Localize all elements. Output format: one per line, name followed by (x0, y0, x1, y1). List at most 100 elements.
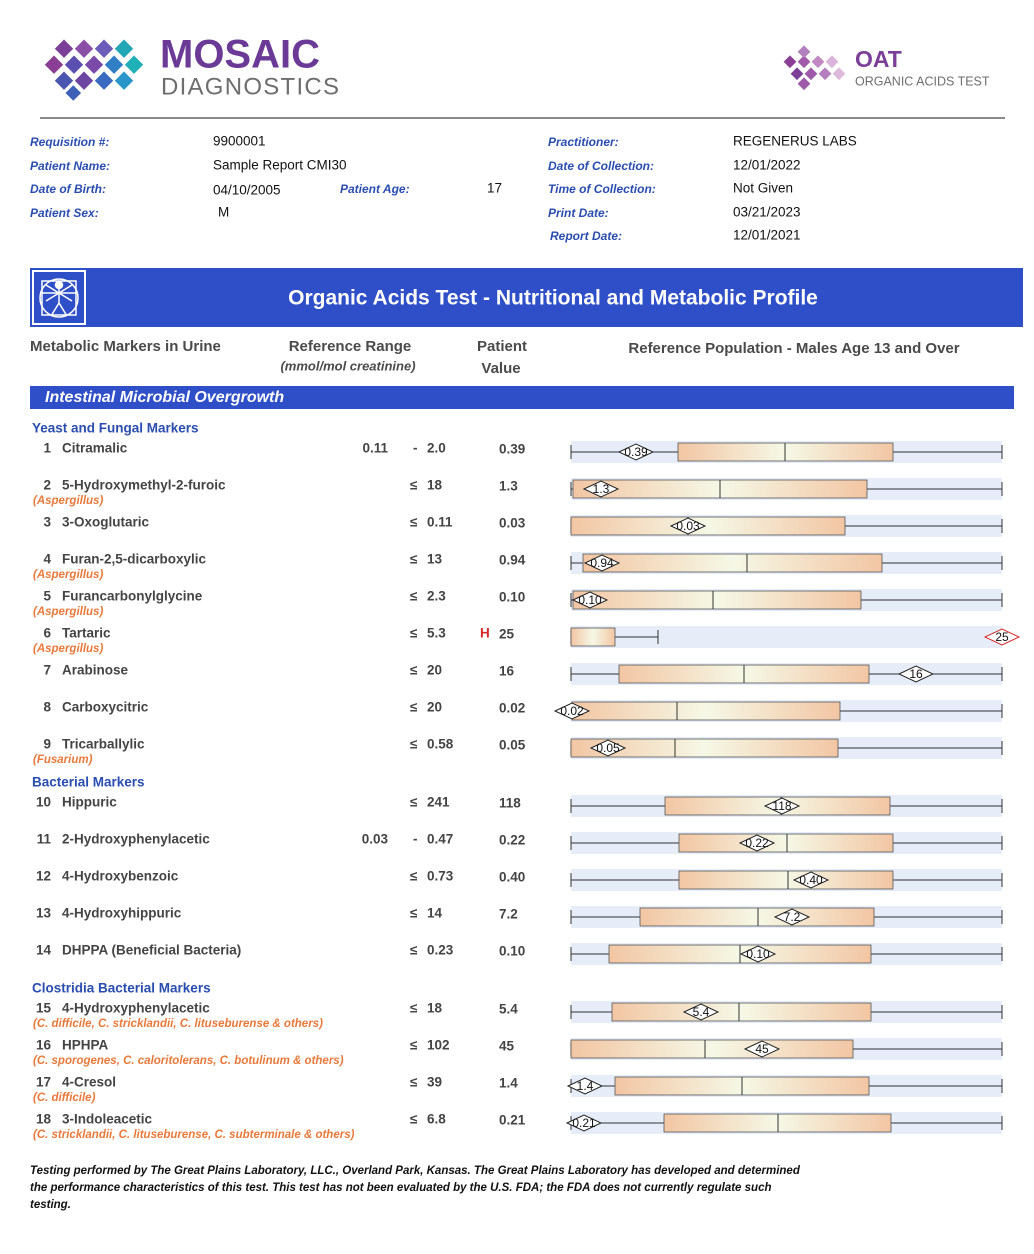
info-label: Patient Age: (340, 182, 410, 196)
patient-marker (553, 702, 591, 720)
marker-name: Furancarbonylglycine (62, 589, 203, 604)
patient-marker-label: 1.3 (593, 482, 610, 496)
range-high: 18 (427, 1001, 443, 1016)
row-number: 12 (36, 869, 51, 884)
range-high: 6.8 (427, 1112, 446, 1127)
info-value: Not Given (733, 181, 793, 196)
range-high: 0.11 (427, 515, 453, 530)
info-value: 04/10/2005 (213, 183, 281, 198)
patient-marker-label: 0.39 (624, 445, 648, 459)
range-sign: - (413, 832, 418, 847)
population-box (678, 870, 894, 890)
patient-marker-label: 0.10 (578, 593, 602, 607)
patient-marker (792, 871, 830, 889)
row-number: 8 (43, 700, 51, 715)
marker-name: Arabinose (62, 663, 129, 678)
range-sign: ≤ (410, 943, 418, 958)
population-box (571, 701, 841, 721)
patient-marker-label: 16 (909, 667, 923, 681)
range-sign: ≤ (410, 1075, 418, 1090)
marker-row: 13 4-Hydroxyhippuric ≤14 7.2 7.2 (36, 906, 1003, 928)
patient-value: 118 (499, 796, 521, 811)
patient-marker-label: 7.2 (784, 910, 801, 924)
patient-marker (897, 665, 935, 683)
footer-line: Testing performed by The Great Plains La… (30, 1165, 801, 1177)
range-sign: ≤ (410, 663, 418, 678)
marker-row: 4 Furan-2,5-dicarboxylic (Aspergillus) ≤ 13 0… (33, 552, 1003, 581)
marker-row: 15 4-Hydroxyphenylacetic (C. difficile, C.… (33, 1001, 1003, 1030)
column-header: Patient (477, 338, 527, 355)
range-high: 102 (427, 1038, 450, 1053)
marker-note: (C. difficile) (33, 1092, 96, 1104)
banner-background (30, 268, 1023, 327)
footer: Testing performed by The Great Plains La… (30, 1165, 801, 1211)
info-label: Requisition #: (30, 135, 109, 149)
range-high: 5.3 (427, 626, 446, 641)
info-label: Patient Name: (30, 159, 110, 173)
marker-row: 14 DHPPA (Beneficial Bacteria) ≤0.23 0.10 0.… (36, 943, 1003, 965)
range-high: 0.73 (427, 869, 454, 884)
population-box (639, 907, 875, 927)
range-sign: ≤ (410, 589, 418, 604)
range-low: 0.03 (362, 832, 389, 847)
range-high: 0.47 (427, 832, 453, 847)
marker-note: (C. sporogenes, C. caloritolerans, C. bo… (33, 1055, 344, 1067)
column-subheader: (mmol/mol creatinine) (280, 358, 415, 373)
info-label: Report Date: (550, 229, 622, 243)
patient-value: 0.39 (499, 442, 525, 457)
patient-marker (583, 554, 621, 572)
patient-value: 0.02 (499, 701, 525, 716)
patient-marker (682, 1003, 720, 1021)
marker-name: Tartaric (62, 626, 111, 641)
info-value: REGENERUS LABS (733, 134, 857, 149)
range-sign: ≤ (410, 1038, 418, 1053)
marker-note: (Aspergillus) (33, 495, 103, 507)
patient-value: 0.21 (499, 1113, 526, 1128)
range-sign: ≤ (410, 1112, 418, 1127)
oat-logo: OAT ORGANIC ACIDS TEST (783, 45, 990, 91)
range-sign: ≤ (410, 795, 418, 810)
group-title: Clostridia Bacterial Markers (32, 981, 211, 996)
row-number: 14 (36, 943, 52, 958)
patient-marker-label: 25 (995, 630, 1009, 644)
logo-diamonds (44, 39, 144, 101)
product-subtitle: ORGANIC ACIDS TEST (855, 74, 990, 88)
marker-note: (C. stricklandii, C. lituseburense, C. s… (33, 1129, 355, 1141)
patient-value: 45 (499, 1039, 515, 1054)
info-label: Time of Collection: (548, 182, 656, 196)
info-label: Print Date: (548, 206, 609, 220)
patient-value: 0.94 (499, 553, 526, 568)
row-number: 15 (36, 1001, 52, 1016)
range-high: 14 (427, 906, 443, 921)
range-high: 20 (427, 700, 442, 715)
patient-marker (582, 480, 620, 498)
marker-name: 3-Indoleacetic (62, 1112, 153, 1127)
marker-name: 4-Hydroxyhippuric (62, 906, 182, 921)
info-value: 12/01/2021 (733, 228, 801, 243)
marker-row: 7 Arabinose ≤20 16 16 (43, 663, 1003, 685)
range-high: 18 (427, 478, 443, 493)
marker-row: 8 Carboxycitric ≤20 0.02 0.02 (43, 700, 1003, 722)
marker-row: 12 4-Hydroxybenzoic ≤0.73 0.40 0.40 (36, 869, 1003, 891)
population-box (570, 738, 839, 758)
marker-name: 5-Hydroxymethyl-2-furoic (62, 478, 226, 493)
range-sign: ≤ (410, 700, 418, 715)
footer-line: the performance characteristics of this … (30, 1182, 772, 1194)
range-sign: ≤ (410, 478, 418, 493)
high-flag: H (480, 626, 490, 641)
patient-marker-label: 5.4 (693, 1005, 710, 1019)
info-label: Patient Sex: (30, 206, 99, 220)
population-box (611, 1002, 872, 1022)
column-header: Value (481, 360, 520, 377)
marker-row: 6 Tartaric (Aspergillus) ≤ 5.3 H 25 25 (33, 626, 1021, 655)
marker-row: 11 2-Hydroxyphenylacetic 0.03 -0.47 0.22 0.22 (37, 832, 1003, 854)
population-box (678, 833, 894, 853)
row-number: 17 (36, 1075, 51, 1090)
marker-row: 3 3-Oxoglutaric ≤0.11 0.03 0.03 (43, 515, 1003, 537)
patient-marker-label: 0.40 (799, 873, 823, 887)
patient-value: 0.10 (499, 944, 525, 959)
info-label: Date of Collection: (548, 159, 654, 173)
patient-value: 1.4 (499, 1076, 518, 1091)
patient-marker (617, 443, 655, 461)
info-value: 9900001 (213, 134, 266, 149)
